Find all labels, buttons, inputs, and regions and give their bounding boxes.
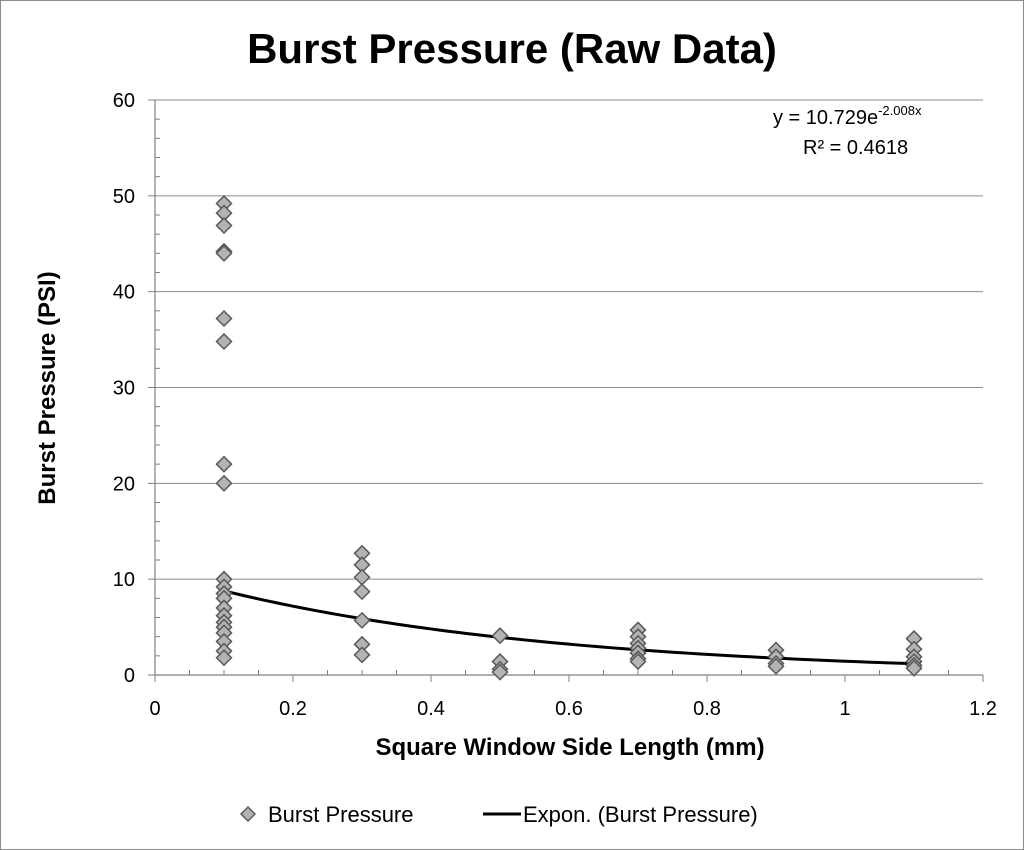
data-point	[491, 627, 509, 645]
data-point	[353, 646, 371, 664]
x-tick-label: 0.8	[693, 698, 721, 720]
x-tick-label: 1.2	[969, 698, 997, 720]
exponential-trendline	[223, 589, 915, 666]
x-tick-label: 0.2	[279, 698, 307, 720]
data-point	[353, 583, 371, 601]
data-point	[767, 657, 785, 675]
r-squared-label: R² = 0.4618	[803, 137, 908, 159]
data-point	[353, 611, 371, 629]
data-point	[215, 216, 233, 235]
x-tick-label: 0.6	[555, 698, 583, 720]
axes	[148, 99, 984, 682]
equation-base: y = 10.729e	[773, 107, 878, 129]
scatter-points	[215, 194, 923, 681]
x-tick-label: 0	[149, 698, 160, 720]
y-tick-label: 40	[113, 282, 135, 304]
x-tick-labels: 0 0.2 0.4 0.6 0.8 1 1.2	[149, 698, 996, 720]
data-point	[215, 244, 233, 262]
legend-label-expon-burst-pressure: Expon. (Burst Pressure)	[523, 802, 758, 827]
y-axis-title: Burst Pressure (PSI)	[34, 271, 61, 504]
y-tick-labels: 0 10 20 30 40 50 60	[113, 90, 135, 687]
gridlines	[155, 99, 983, 580]
legend: Burst Pressure Expon. (Burst Pressure)	[239, 802, 758, 827]
data-point	[215, 309, 233, 328]
y-tick-label: 20	[113, 473, 135, 495]
equation-exponent: -2.008x	[878, 103, 922, 118]
y-tick-label: 0	[124, 665, 135, 687]
legend-label-burst-pressure: Burst Pressure	[268, 802, 414, 827]
trendline-equation: y = 10.729e-2.008x	[773, 103, 922, 129]
x-axis-title: Square Window Side Length (mm)	[375, 734, 764, 761]
data-point	[215, 332, 233, 351]
x-tick-label: 0.4	[417, 698, 445, 720]
y-tick-label: 30	[113, 378, 135, 400]
data-point	[491, 663, 509, 681]
data-point	[629, 653, 647, 671]
data-point	[353, 568, 371, 586]
x-tick-label: 1	[839, 698, 850, 720]
data-point	[215, 455, 233, 473]
data-point	[905, 659, 923, 677]
y-tick-label: 10	[113, 569, 135, 591]
trendline-group	[223, 589, 915, 666]
y-tick-label: 50	[113, 186, 135, 208]
chart-title: Burst Pressure (Raw Data)	[247, 25, 777, 72]
data-point	[215, 649, 233, 667]
data-point	[215, 474, 233, 492]
y-tick-label: 60	[113, 90, 135, 112]
legend-marker-diamond-icon	[239, 805, 257, 823]
